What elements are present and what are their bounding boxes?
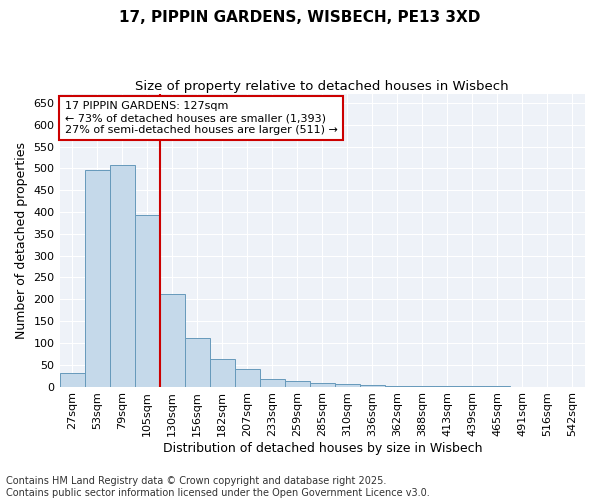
X-axis label: Distribution of detached houses by size in Wisbech: Distribution of detached houses by size … [163, 442, 482, 455]
Bar [260, 379, 285, 386]
Bar [360, 385, 385, 386]
Bar [209, 359, 235, 386]
Text: 17, PIPPIN GARDENS, WISBECH, PE13 3XD: 17, PIPPIN GARDENS, WISBECH, PE13 3XD [119, 10, 481, 25]
Bar [235, 369, 260, 386]
Bar [134, 216, 160, 386]
Bar [59, 372, 85, 386]
Y-axis label: Number of detached properties: Number of detached properties [15, 142, 28, 339]
Title: Size of property relative to detached houses in Wisbech: Size of property relative to detached ho… [136, 80, 509, 93]
Bar [310, 383, 335, 386]
Text: Contains HM Land Registry data © Crown copyright and database right 2025.
Contai: Contains HM Land Registry data © Crown c… [6, 476, 430, 498]
Bar [160, 294, 185, 386]
Bar [185, 338, 209, 386]
Bar [85, 170, 110, 386]
Bar [335, 384, 360, 386]
Text: 17 PIPPIN GARDENS: 127sqm
← 73% of detached houses are smaller (1,393)
27% of se: 17 PIPPIN GARDENS: 127sqm ← 73% of detac… [65, 102, 338, 134]
Bar [110, 166, 134, 386]
Bar [285, 382, 310, 386]
